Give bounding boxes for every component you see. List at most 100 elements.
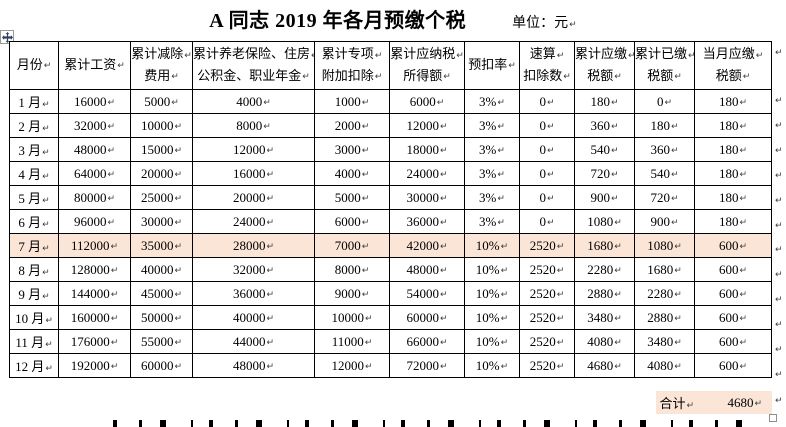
cell[interactable]: 36000↵ <box>389 209 465 234</box>
cell[interactable]: 540↵ <box>634 161 695 186</box>
cell[interactable]: 3480↵ <box>574 305 635 330</box>
cell[interactable]: 2520↵ <box>519 329 575 354</box>
cell[interactable]: 55000↵ <box>130 329 193 354</box>
cell[interactable]: 360↵ <box>634 137 695 162</box>
cell[interactable]: 5000↵ <box>130 89 193 114</box>
cell[interactable]: 3%↵ <box>464 137 520 162</box>
cell[interactable]: 16000↵ <box>58 89 131 114</box>
cell[interactable]: 1080↵ <box>634 233 695 258</box>
cell[interactable]: 32000↵ <box>58 113 131 138</box>
cell[interactable]: 3%↵ <box>464 161 520 186</box>
cell[interactable]: 2000↵ <box>314 113 390 138</box>
header-col-2[interactable]: 累计减除↵ 费用↵ <box>130 41 193 90</box>
cell[interactable]: 160000↵ <box>58 305 131 330</box>
cell[interactable]: 24000↵ <box>192 209 315 234</box>
cell[interactable]: 24000↵ <box>389 161 465 186</box>
cell[interactable]: 128000↵ <box>58 257 131 282</box>
cell[interactable]: 7 月↵ <box>9 233 59 258</box>
cell[interactable]: 48000↵ <box>58 137 131 162</box>
cell[interactable]: 6000↵ <box>389 89 465 114</box>
cell[interactable]: 180↵ <box>694 185 772 210</box>
cell[interactable]: 0↵ <box>519 137 575 162</box>
cell[interactable]: 11000↵ <box>314 329 390 354</box>
cell[interactable]: 4080↵ <box>574 329 635 354</box>
cell[interactable]: 0↵ <box>634 89 695 114</box>
cell[interactable]: 30000↵ <box>389 185 465 210</box>
cell[interactable]: 2520↵ <box>519 305 575 330</box>
cell[interactable]: 2880↵ <box>634 305 695 330</box>
cell[interactable]: 42000↵ <box>389 233 465 258</box>
cell[interactable]: 28000↵ <box>192 233 315 258</box>
cell[interactable]: 720↵ <box>574 161 635 186</box>
cell[interactable]: 72000↵ <box>389 353 465 378</box>
cell[interactable]: 180↵ <box>694 113 772 138</box>
cell[interactable]: 10%↵ <box>464 233 520 258</box>
cell[interactable]: 6 月↵ <box>9 209 59 234</box>
cell[interactable]: 3%↵ <box>464 209 520 234</box>
cell[interactable]: 4680↵ <box>574 353 635 378</box>
cell[interactable]: 45000↵ <box>130 281 193 306</box>
cell[interactable]: 25000↵ <box>130 185 193 210</box>
cell[interactable]: 20000↵ <box>192 185 315 210</box>
cell[interactable]: 48000↵ <box>389 257 465 282</box>
cell[interactable]: 192000↵ <box>58 353 131 378</box>
total-value-cell[interactable]: 4680↵ <box>694 395 772 411</box>
cell[interactable]: 36000↵ <box>192 281 315 306</box>
cell[interactable]: 16000↵ <box>192 161 315 186</box>
cell[interactable]: 7000↵ <box>314 233 390 258</box>
cell[interactable]: 180↵ <box>694 209 772 234</box>
total-label-cell[interactable]: 合计↵ <box>656 393 694 412</box>
header-col-9[interactable]: 累计已缴↵税额↵ <box>634 41 695 90</box>
header-col-0[interactable]: 月份↵ <box>9 41 59 90</box>
cell[interactable]: 2520↵ <box>519 257 575 282</box>
cell[interactable]: 600↵ <box>694 353 772 378</box>
cell[interactable]: 10000↵ <box>130 113 193 138</box>
document-title[interactable]: A 同志 2019 年各月预缴个税 <box>209 10 467 32</box>
cell[interactable]: 50000↵ <box>130 305 193 330</box>
cell[interactable]: 10%↵ <box>464 305 520 330</box>
cell[interactable]: 9000↵ <box>314 281 390 306</box>
cell[interactable]: 2520↵ <box>519 281 575 306</box>
cell[interactable]: 3000↵ <box>314 137 390 162</box>
cell[interactable]: 40000↵ <box>130 257 193 282</box>
header-col-1[interactable]: 累计工资↵ <box>58 41 131 90</box>
cell[interactable]: 35000↵ <box>130 233 193 258</box>
cell[interactable]: 1000↵ <box>314 89 390 114</box>
header-col-7[interactable]: 速算↵ 扣除数↵ <box>519 41 575 90</box>
cell[interactable]: 4 月↵ <box>9 161 59 186</box>
cell[interactable]: 64000↵ <box>58 161 131 186</box>
cell[interactable]: 20000↵ <box>130 161 193 186</box>
cell[interactable]: 32000↵ <box>192 257 315 282</box>
cell[interactable]: 60000↵ <box>130 353 193 378</box>
cell[interactable]: 1080↵ <box>574 209 635 234</box>
cell[interactable]: 180↵ <box>694 137 772 162</box>
cell[interactable]: 8000↵ <box>314 257 390 282</box>
cell[interactable]: 540↵ <box>574 137 635 162</box>
cell[interactable]: 4080↵ <box>634 353 695 378</box>
cell[interactable]: 1680↵ <box>634 257 695 282</box>
table-move-handle[interactable] <box>0 30 14 44</box>
cell[interactable]: 11 月↵ <box>9 329 59 354</box>
cell[interactable]: 1 月↵ <box>9 89 59 114</box>
header-col-3[interactable]: 累计养老保险、住房↵公积金、职业年金↵ <box>192 41 315 90</box>
cell[interactable]: 2 月↵ <box>9 113 59 138</box>
cell[interactable]: 600↵ <box>694 305 772 330</box>
cell[interactable]: 600↵ <box>694 257 772 282</box>
cell[interactable]: 2880↵ <box>574 281 635 306</box>
cell[interactable]: 10%↵ <box>464 281 520 306</box>
cell[interactable]: 2280↵ <box>634 281 695 306</box>
cell[interactable]: 9 月↵ <box>9 281 59 306</box>
cell[interactable]: 1680↵ <box>574 233 635 258</box>
header-col-10[interactable]: 当月应缴↵ 税额↵ <box>694 41 772 90</box>
cell[interactable]: 5000↵ <box>314 185 390 210</box>
cell[interactable]: 8000↵ <box>192 113 315 138</box>
cell[interactable]: 8 月↵ <box>9 257 59 282</box>
cell[interactable]: 54000↵ <box>389 281 465 306</box>
table-resize-handle[interactable] <box>769 414 777 422</box>
header-col-8[interactable]: 累计应缴↵税额↵ <box>574 41 635 90</box>
header-col-5[interactable]: 累计应纳税↵ 所得额↵ <box>389 41 465 90</box>
cell[interactable]: 10%↵ <box>464 257 520 282</box>
cell[interactable]: 900↵ <box>634 209 695 234</box>
cell[interactable]: 5 月↵ <box>9 185 59 210</box>
cell[interactable]: 12000↵ <box>389 113 465 138</box>
